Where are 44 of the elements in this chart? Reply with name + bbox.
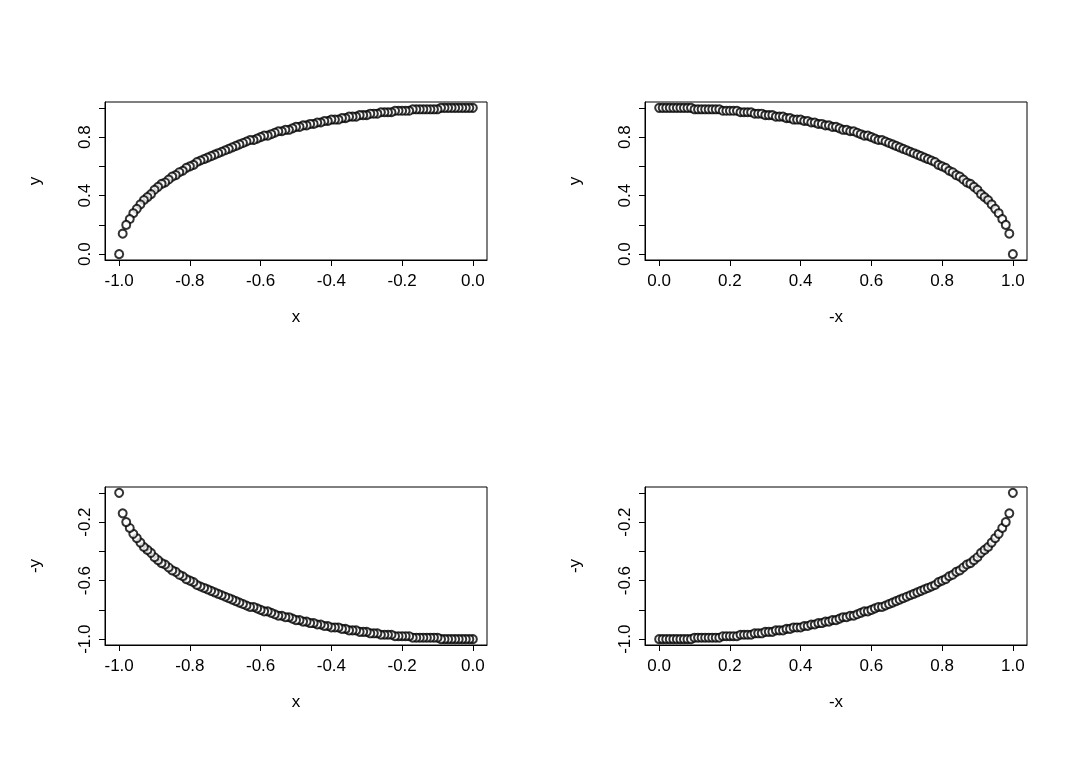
y-tick-label: -0.2 [615,507,634,537]
x-tick-label: -1.0 [104,271,134,290]
x-axis-title: x [291,307,301,326]
x-tick-label: 0.2 [718,271,742,290]
x-axis-title: x [291,692,301,711]
y-tick-label: -0.6 [615,565,634,596]
x-tick-label: 0.0 [461,656,485,675]
y-tick-label: -1.0 [615,624,634,654]
x-tick-label: 0.2 [718,656,742,675]
y-tick-label: 0.0 [75,242,94,266]
y-tick-label: -1.0 [75,624,94,654]
y-axis-title: -y [25,558,44,574]
y-axis-title: y [565,176,584,186]
y-tick-label: 0.0 [615,242,634,266]
x-tick-label: -0.4 [316,271,347,290]
y-tick-label: 0.4 [615,183,634,208]
x-tick-label: 0.0 [647,271,671,290]
y-axis-title: y [25,176,44,186]
x-tick-label: -0.6 [245,271,276,290]
y-tick-label: 0.8 [75,125,94,149]
x-tick-label: 0.6 [859,656,884,675]
x-tick-label: -0.8 [175,271,205,290]
x-tick-label: 1.0 [1001,656,1025,675]
x-tick-label: 0.0 [647,656,671,675]
x-tick-label: 0.8 [930,271,954,290]
x-tick-label: -0.2 [387,656,417,675]
x-tick-label: 1.0 [1001,271,1025,290]
x-tick-label: -0.2 [387,271,417,290]
y-tick-label: -0.6 [75,565,94,596]
x-tick-label: 0.4 [788,271,813,290]
x-tick-label: -0.4 [316,656,347,675]
y-axis-title: -y [565,558,584,574]
x-tick-label: 0.0 [461,271,485,290]
x-tick-label: 0.6 [859,271,884,290]
x-tick-label: 0.4 [788,656,813,675]
x-tick-label: -0.6 [245,656,276,675]
x-tick-label: 0.8 [930,656,954,675]
y-tick-label: -0.2 [75,507,94,537]
x-tick-label: -0.8 [175,656,205,675]
x-axis-title: -x [828,692,844,711]
y-tick-label: 0.8 [615,125,634,149]
x-tick-label: -1.0 [104,656,134,675]
y-tick-label: 0.4 [75,183,94,208]
x-axis-title: -x [828,307,844,326]
